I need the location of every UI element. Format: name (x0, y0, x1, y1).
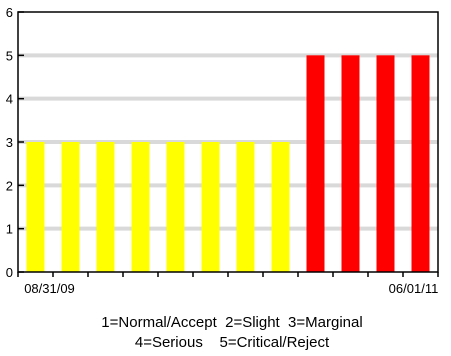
legend-line-2: 4=Serious 5=Critical/Reject (135, 334, 330, 351)
bar-11 (376, 55, 395, 273)
bar-6 (201, 142, 220, 272)
bars (26, 55, 430, 273)
y-tick-label-1: 1 (6, 222, 13, 237)
bar-9 (306, 55, 325, 273)
y-tick-label-3: 3 (6, 135, 13, 150)
bar-12 (411, 55, 430, 273)
bar-5 (166, 142, 185, 272)
x-axis-ticks (17, 272, 439, 277)
bar-4 (131, 142, 150, 272)
y-tick-label-5: 5 (6, 48, 13, 63)
bar-3 (96, 142, 115, 272)
grid-lines (18, 53, 438, 231)
bar-10 (341, 55, 360, 273)
legend-line-1: 1=Normal/Accept 2=Slight 3=Marginal (101, 314, 362, 331)
y-tick-label-6: 6 (6, 5, 13, 20)
bar-8 (271, 142, 290, 272)
bar-7 (236, 142, 255, 272)
x-end-label: 06/01/11 (389, 281, 439, 296)
bar-1 (26, 142, 45, 272)
y-tick-label-2: 2 (6, 178, 13, 193)
x-start-label: 08/31/09 (24, 281, 75, 296)
y-tick-label-0: 0 (6, 265, 13, 280)
y-tick-label-4: 4 (6, 92, 13, 107)
y-axis-ticks: 0 1 2 3 4 5 6 (6, 5, 24, 280)
bar-2 (61, 142, 80, 272)
